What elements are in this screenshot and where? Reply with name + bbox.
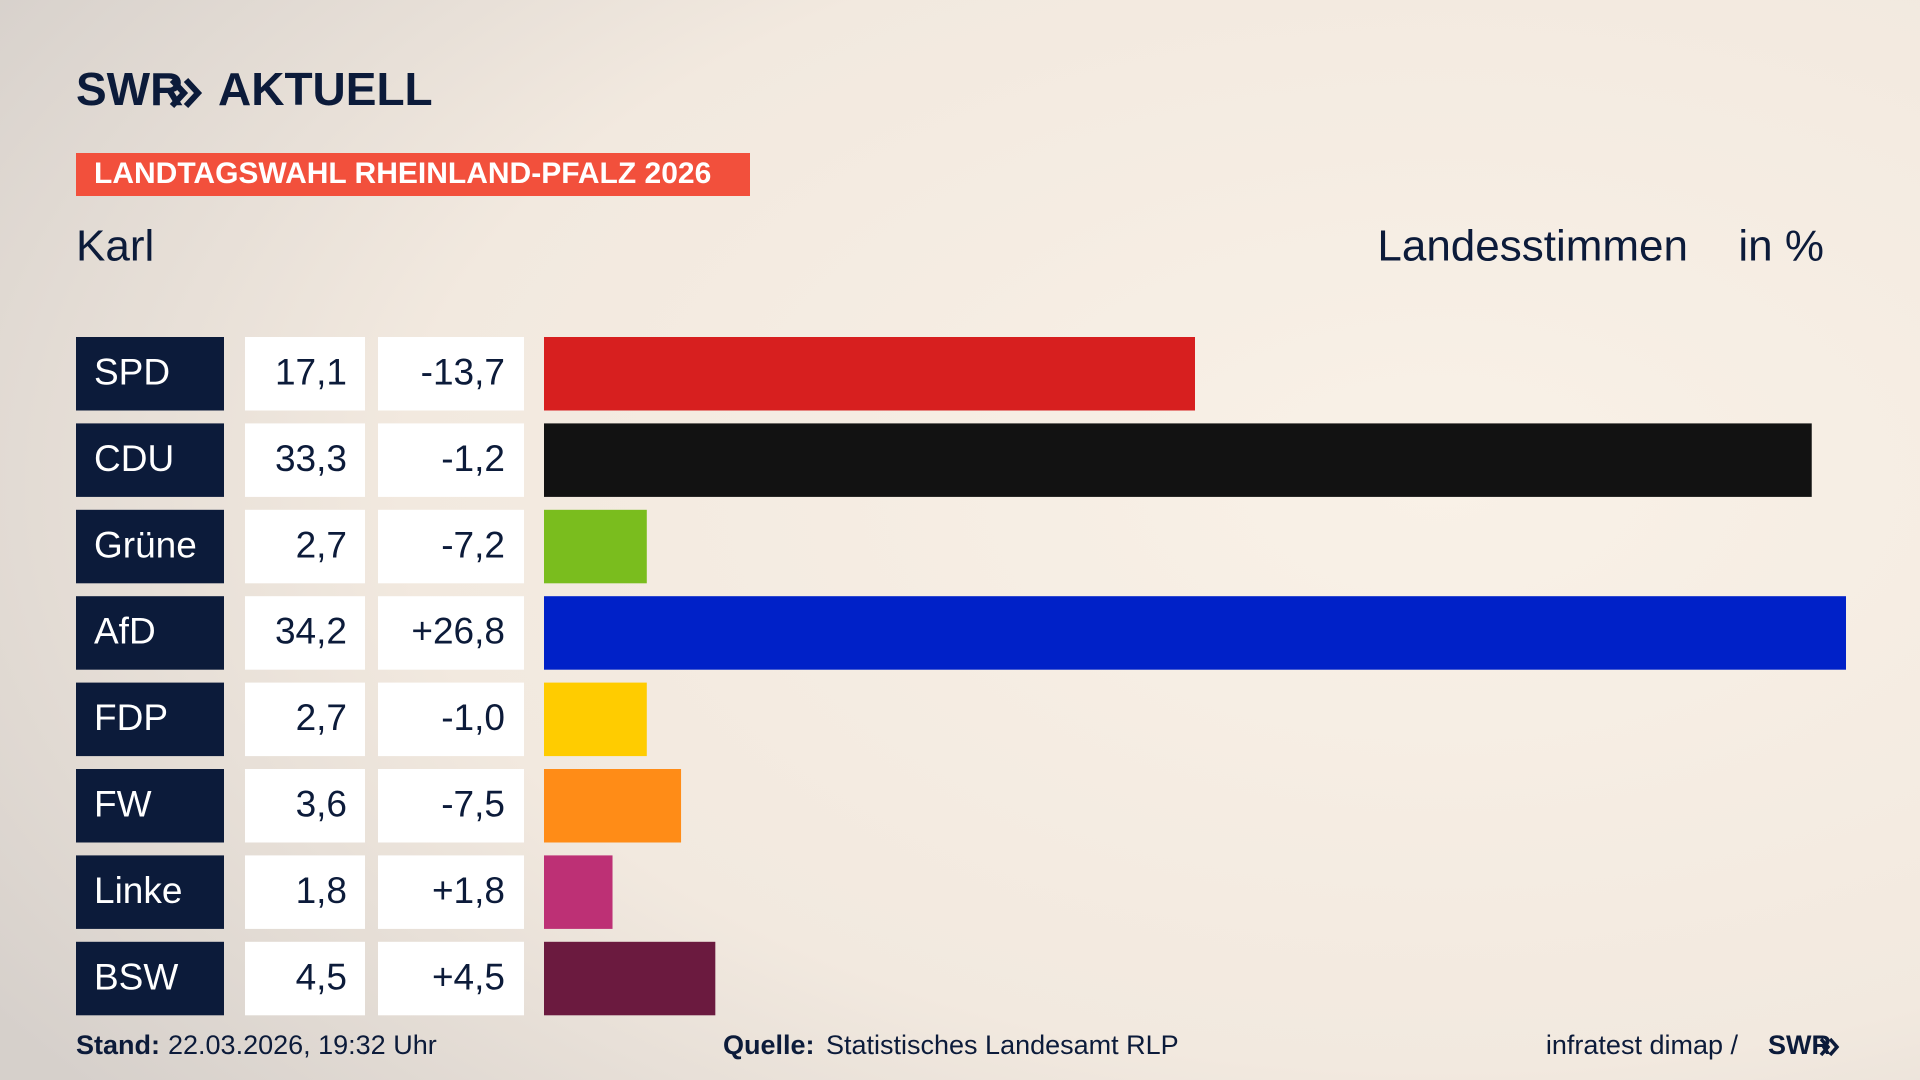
value-label: 17,1 xyxy=(275,352,347,393)
party-box xyxy=(76,423,224,497)
change-label: -7,5 xyxy=(441,784,505,825)
change-label: -7,2 xyxy=(441,524,505,565)
change-box xyxy=(378,769,524,843)
change-box xyxy=(378,337,524,411)
party-box xyxy=(76,941,224,1016)
party-label: Grüne xyxy=(94,524,197,565)
party-label: AfD xyxy=(94,611,156,652)
source: Statistisches Landesamt RLP xyxy=(826,1030,1179,1060)
value-label: 34,2 xyxy=(275,611,347,652)
date: 22.03.2026, 19:32 Uhr xyxy=(168,1030,437,1060)
change-box xyxy=(378,855,524,929)
party-label: Linke xyxy=(94,870,182,911)
party-label: SPD xyxy=(94,352,170,393)
source-label: Quelle: xyxy=(723,1030,815,1060)
party-label: BSW xyxy=(94,956,178,997)
value-box xyxy=(245,682,365,757)
value-label: 2,7 xyxy=(296,524,347,565)
credit-brand: SWR xyxy=(1768,1030,1831,1060)
brand-section: AKTUELL xyxy=(218,63,433,115)
party-label: FDP xyxy=(94,697,168,738)
value-box xyxy=(245,596,365,670)
value-label: 2,7 xyxy=(296,697,347,738)
bar xyxy=(544,337,1195,411)
date-label: Stand: xyxy=(76,1030,160,1060)
change-label: +4,5 xyxy=(432,956,505,997)
change-box xyxy=(378,941,524,1016)
measure-label: Landesstimmen xyxy=(1377,222,1688,271)
bar xyxy=(544,596,1846,670)
value-label: 33,3 xyxy=(275,438,347,479)
bar xyxy=(544,682,647,757)
title-banner xyxy=(76,153,750,196)
value-box xyxy=(245,337,365,411)
unit-label: in % xyxy=(1738,222,1824,271)
bar xyxy=(544,941,716,1016)
party-box xyxy=(76,509,224,584)
value-box xyxy=(245,769,365,843)
chart-title: LANDTAGSWAHL RHEINLAND-PFALZ 2026 xyxy=(94,157,711,190)
change-label: +1,8 xyxy=(432,870,505,911)
party-box xyxy=(76,769,224,843)
change-label: +26,8 xyxy=(411,611,505,652)
value-box xyxy=(245,423,365,497)
party-box xyxy=(76,596,224,670)
bar xyxy=(544,769,682,843)
party-label: CDU xyxy=(94,438,174,479)
bar xyxy=(544,509,647,584)
subtitle: Karl xyxy=(76,222,154,271)
value-box xyxy=(245,509,365,584)
value-box xyxy=(245,941,365,1016)
brand-chevrons xyxy=(169,77,203,109)
party-box xyxy=(76,855,224,929)
credit: infratest dimap / xyxy=(1546,1030,1739,1060)
change-box xyxy=(378,509,524,584)
change-box xyxy=(378,596,524,670)
change-label: -13,7 xyxy=(421,352,505,393)
change-box xyxy=(378,423,524,497)
value-box xyxy=(245,855,365,929)
bar xyxy=(544,423,1812,497)
brand: SWR xyxy=(76,63,183,115)
value-label: 1,8 xyxy=(296,870,347,911)
change-label: -1,0 xyxy=(441,697,505,738)
change-box xyxy=(378,682,524,757)
value-label: 3,6 xyxy=(296,784,347,825)
bar xyxy=(544,855,613,929)
party-label: FW xyxy=(94,784,152,825)
change-label: -1,2 xyxy=(441,438,505,479)
credit-chevrons xyxy=(1819,1037,1840,1057)
rows: SPD 17,1 -13,7 CDU 33,3 -1,2 Grüne 2,7 -7,2 AfD 34… xyxy=(76,337,1846,1016)
party-box xyxy=(76,682,224,757)
party-box xyxy=(76,337,224,411)
value-label: 4,5 xyxy=(296,956,347,997)
